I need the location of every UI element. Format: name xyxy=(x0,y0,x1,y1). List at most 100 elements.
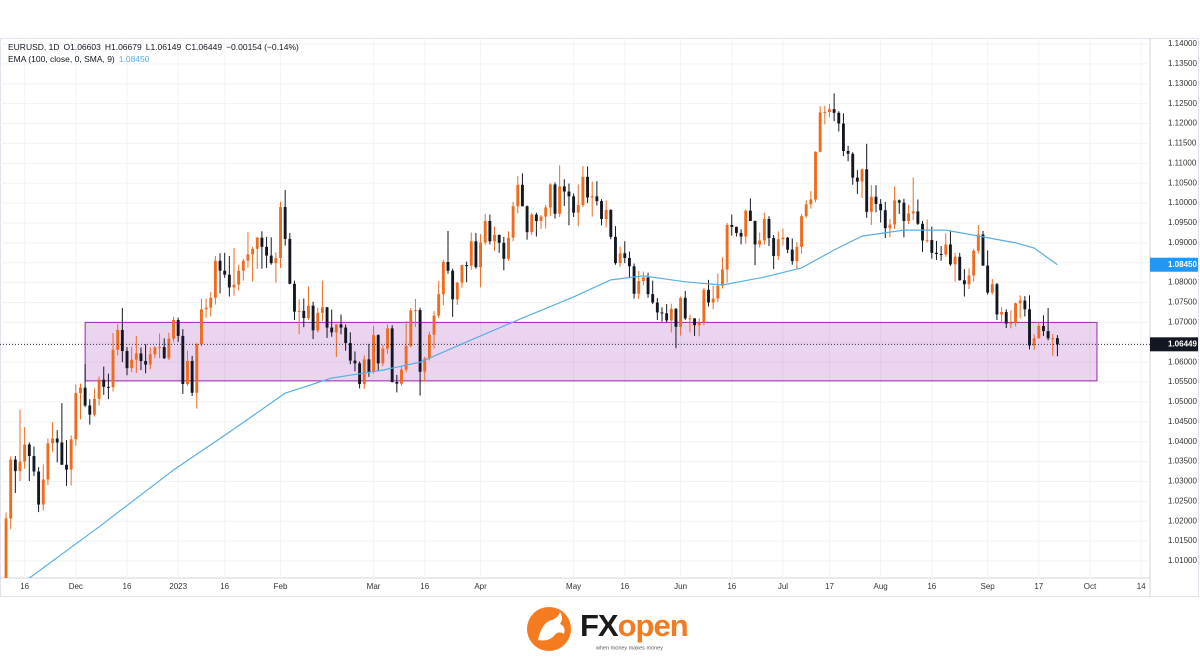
candle-body xyxy=(427,334,431,359)
logo-lion xyxy=(538,612,565,641)
candle-body xyxy=(288,238,292,284)
candle-body xyxy=(306,305,310,319)
candle-body xyxy=(962,280,966,285)
y-tick-label: 1.04000 xyxy=(1168,437,1197,446)
candle-body xyxy=(497,234,501,243)
candle-body xyxy=(413,310,417,312)
candle-body xyxy=(1018,300,1022,304)
candle-body xyxy=(451,270,455,300)
candle-body xyxy=(353,360,357,364)
candle-body xyxy=(721,269,724,286)
candle-body xyxy=(967,275,971,285)
candle-body xyxy=(186,360,189,385)
candle-body xyxy=(125,351,129,369)
candle-body xyxy=(13,459,17,472)
candle-body xyxy=(134,353,138,360)
x-tick-label: Jul xyxy=(778,582,788,591)
candle-body xyxy=(488,220,492,242)
symbol: EURUSD, 1D xyxy=(8,42,59,52)
candle-body xyxy=(781,237,785,240)
candle-body xyxy=(316,312,320,331)
x-tick-label: Mar xyxy=(367,582,381,591)
candle-body xyxy=(390,328,394,383)
candle-body xyxy=(860,169,864,182)
candle-body xyxy=(274,257,278,264)
candle-body xyxy=(1037,325,1041,339)
y-tick-label: 1.01500 xyxy=(1168,536,1197,545)
candle-body xyxy=(507,237,510,259)
candle-body xyxy=(227,274,231,288)
y-tick-label: 1.09500 xyxy=(1168,218,1197,227)
candle-body xyxy=(404,345,408,370)
candle-body xyxy=(339,324,343,328)
y-tick-label: 1.12000 xyxy=(1168,119,1197,128)
candle-body xyxy=(758,240,762,245)
ema-value: 1.08450 xyxy=(119,54,150,64)
candle-body xyxy=(265,246,269,256)
y-tick-label: 1.03500 xyxy=(1168,457,1197,466)
candle-body xyxy=(1032,338,1036,346)
candle-body xyxy=(883,210,887,229)
x-tick-label: Aug xyxy=(874,582,888,591)
candle-body xyxy=(776,239,780,256)
candle-body xyxy=(400,369,403,384)
candle-body xyxy=(344,327,348,344)
candle-body xyxy=(111,349,115,388)
x-tick-label: Jun xyxy=(674,582,687,591)
candle-body xyxy=(814,151,817,200)
candle-body xyxy=(800,216,803,247)
x-tick-label: 16 xyxy=(927,582,936,591)
candle-body xyxy=(972,250,976,276)
candle-body xyxy=(748,210,752,221)
logo: FXopen when money makes money xyxy=(527,607,689,651)
candle-body xyxy=(4,518,8,578)
candle-body xyxy=(148,354,152,365)
candle-body xyxy=(181,335,185,385)
x-tick-label: 2023 xyxy=(169,582,187,591)
candle-body xyxy=(865,169,869,212)
x-tick-label: 16 xyxy=(620,582,629,591)
candle-body xyxy=(1046,331,1050,339)
candle-body xyxy=(51,438,55,444)
y-tick-label: 1.05500 xyxy=(1168,377,1197,386)
candle-body xyxy=(502,242,506,259)
candle-body xyxy=(139,353,143,361)
change: −0.00154 (−0.14%) xyxy=(226,42,299,52)
candle-body xyxy=(669,308,673,321)
candle-body xyxy=(27,444,31,457)
candle-body xyxy=(190,360,194,393)
y-tick-label: 1.10000 xyxy=(1168,198,1197,207)
candle-body xyxy=(79,387,82,394)
candle-body xyxy=(572,196,576,213)
candle-body xyxy=(953,256,957,265)
candle-body xyxy=(646,277,650,295)
candle-body xyxy=(716,285,720,299)
candle-body xyxy=(990,284,994,293)
candle-body xyxy=(511,206,515,238)
y-tick-label: 1.04500 xyxy=(1168,417,1197,426)
y-tick-label: 1.05000 xyxy=(1168,397,1197,406)
y-tick-label: 1.03000 xyxy=(1168,477,1197,486)
candle-body xyxy=(367,359,371,373)
candle-body xyxy=(18,461,22,472)
candle-body xyxy=(269,255,273,264)
x-tick-label: 14 xyxy=(1137,582,1146,591)
x-tick-label: Oct xyxy=(1084,582,1097,591)
candle-body xyxy=(930,240,934,253)
candle-body xyxy=(614,236,617,264)
x-tick-label: May xyxy=(566,582,581,591)
candle-body xyxy=(553,184,557,214)
candle-body xyxy=(907,213,910,221)
candle-body xyxy=(65,464,68,470)
y-tick-label: 1.14000 xyxy=(1168,39,1197,48)
x-tick-label: Feb xyxy=(274,582,288,591)
candle-body xyxy=(232,284,236,288)
candle-body xyxy=(655,302,659,313)
candle-body xyxy=(381,348,385,364)
x-tick-label: Dec xyxy=(69,582,83,591)
candle-body xyxy=(376,335,380,364)
candle-body xyxy=(41,479,45,505)
x-tick-label: Sep xyxy=(981,582,996,591)
candle-body xyxy=(469,241,473,266)
y-tick-label: 1.11000 xyxy=(1168,158,1197,167)
